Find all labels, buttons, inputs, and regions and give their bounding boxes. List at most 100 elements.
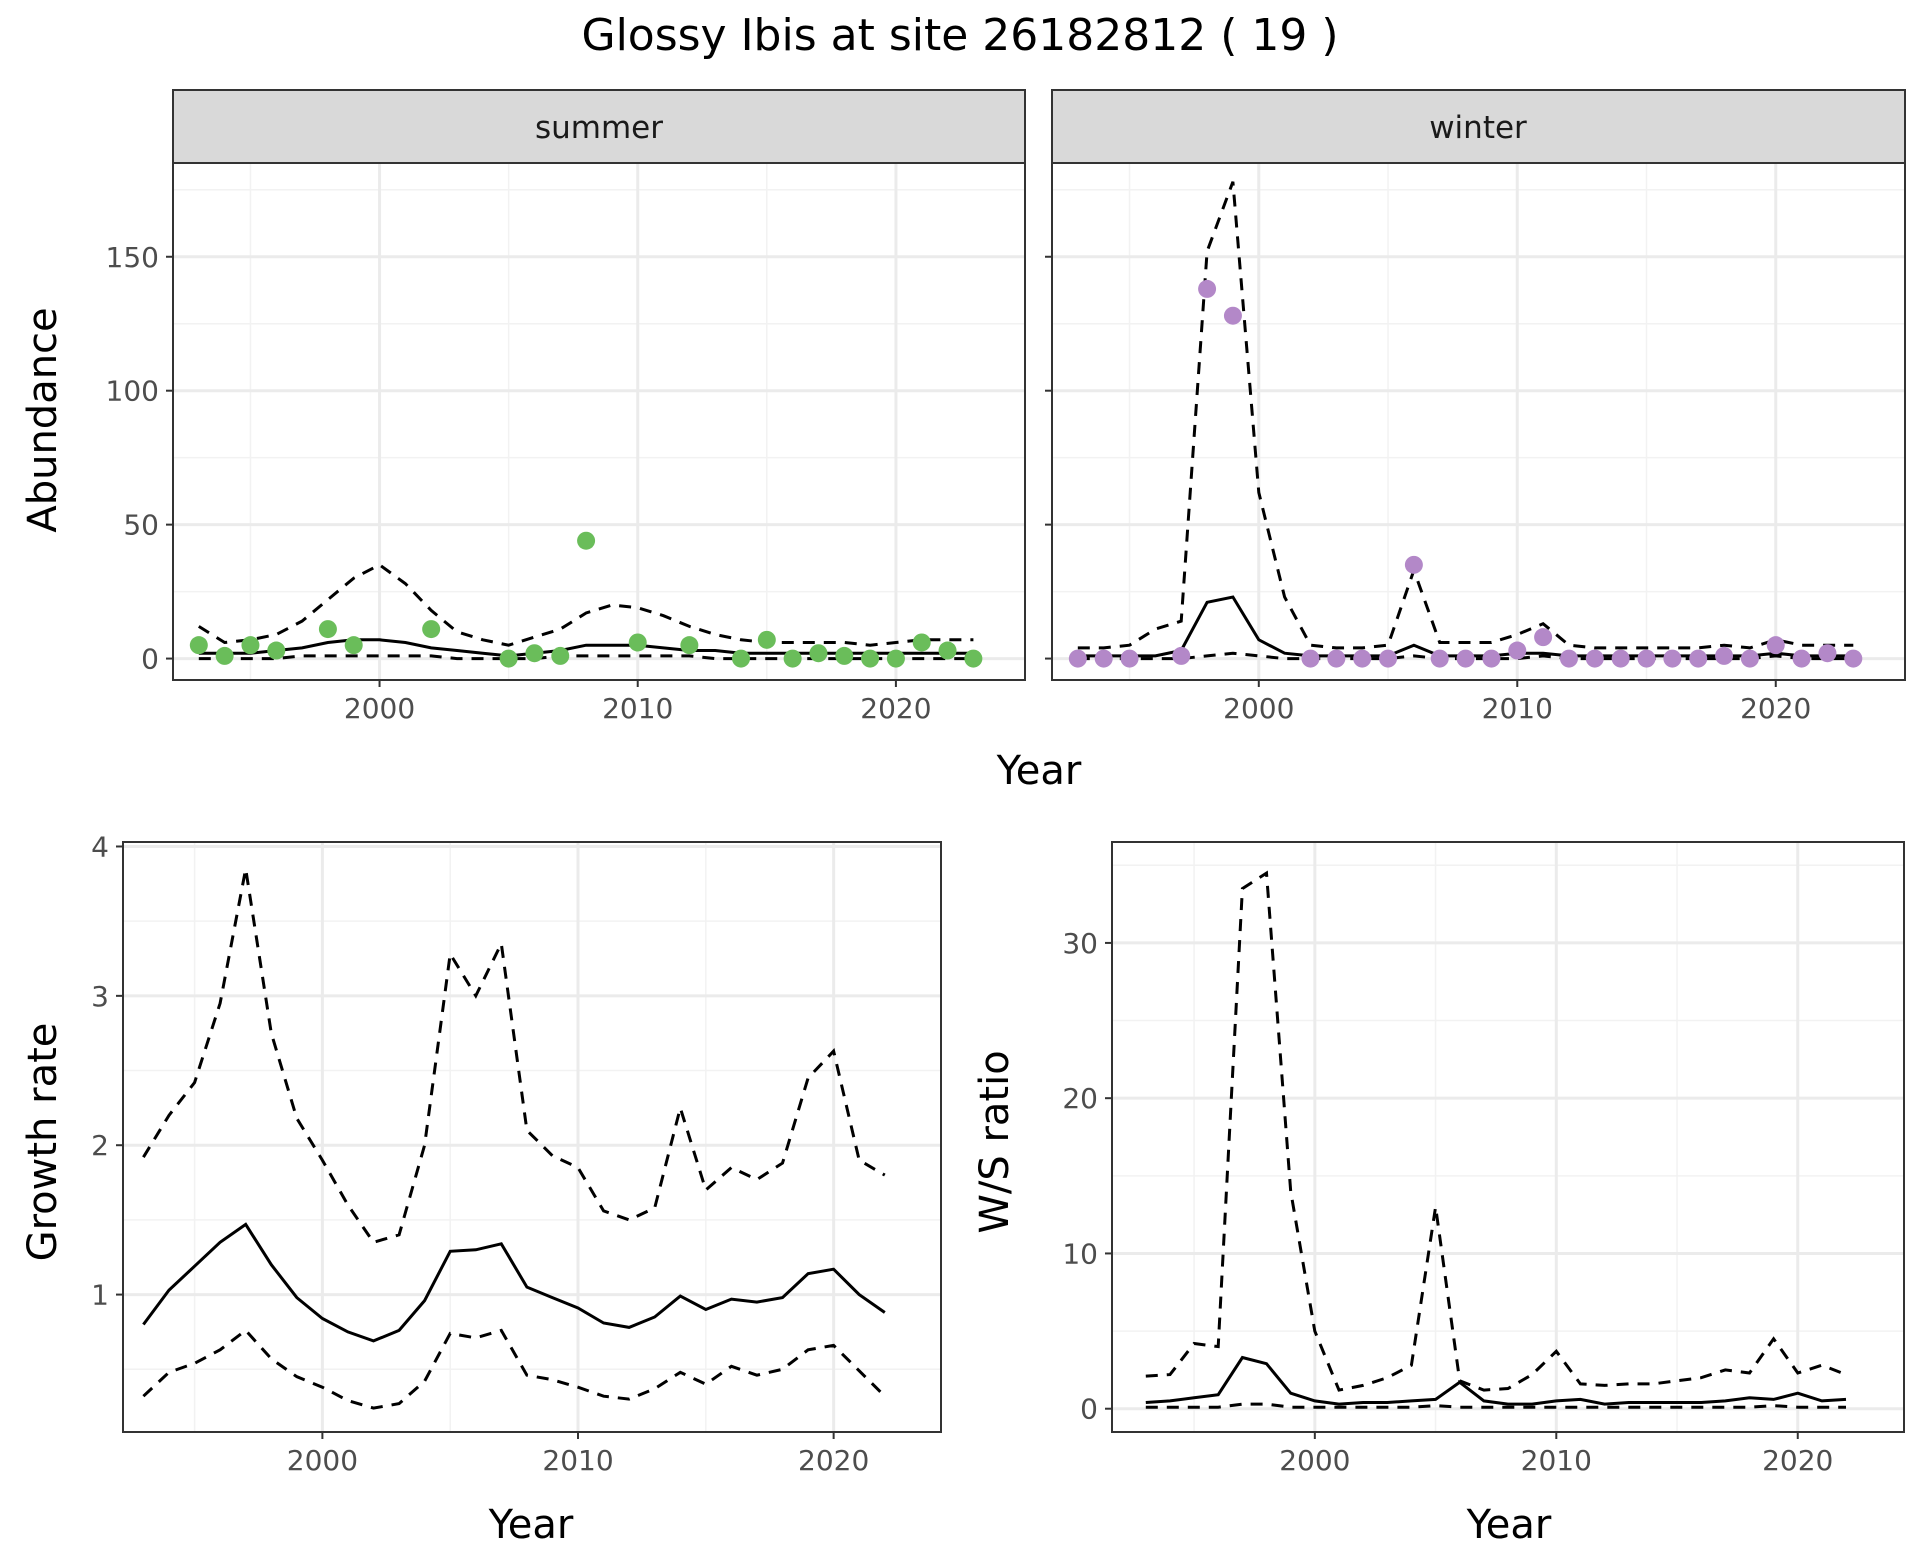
winter-x-tick-label: 2020 — [1740, 692, 1811, 725]
winter-data-point — [1637, 649, 1656, 668]
chart-title: Glossy Ibis at site 26182812 ( 19 ) — [581, 10, 1338, 61]
ratio-lower-line — [1145, 1402, 1846, 1409]
summer-y-tick-label: 100 — [106, 375, 159, 408]
winter-data-point — [1559, 649, 1578, 668]
summer-data-point — [628, 633, 647, 652]
summer-data-point — [732, 649, 750, 668]
winter-x-tick-label: 2010 — [1482, 692, 1553, 725]
summer-plot-area — [173, 163, 1025, 680]
growth-y-tick-label: 4 — [91, 830, 109, 863]
summer-data-point — [912, 633, 931, 652]
winter-data-point — [1715, 646, 1734, 665]
winter-panel-border — [1051, 162, 1906, 681]
winter-data-point — [1844, 649, 1863, 668]
growth-y-axis-title: Growth rate — [20, 1023, 66, 1262]
summer-data-point — [215, 646, 234, 665]
summer-data-point — [499, 649, 518, 668]
summer-strip — [172, 89, 1026, 164]
growth-panel-border — [122, 841, 942, 1433]
summer-strip-label: summer — [535, 110, 663, 146]
winter-data-point — [1379, 649, 1398, 668]
winter-data-point — [1353, 649, 1372, 668]
summer-data-point — [267, 641, 286, 660]
summer-upper-bound-line — [198, 563, 974, 647]
ratio-x-tick-label: 2000 — [1279, 1444, 1350, 1477]
summer-panel: summer 2000 2010 2020 0 50 100 150 — [106, 89, 1026, 725]
summer-y-tick-label: 50 — [123, 509, 159, 542]
growth-x-tick-label: 2020 — [798, 1444, 869, 1477]
ws-ratio-panel: 2000 2010 2020 0 10 20 30 — [1062, 841, 1905, 1477]
summer-data-point — [809, 644, 828, 663]
summer-data-point — [189, 636, 208, 655]
winter-panel: winter 2000 2010 2020 — [1045, 89, 1906, 725]
winter-data-point — [1172, 646, 1191, 665]
ratio-x-tick-label: 2010 — [1521, 1444, 1592, 1477]
summer-data-point — [680, 636, 699, 655]
winter-data-point — [1456, 649, 1475, 668]
winter-data-point — [1585, 649, 1604, 668]
ratio-plot-area — [1112, 842, 1904, 1432]
summer-data-point — [861, 649, 880, 668]
growth-x-axis-title: Year — [488, 1502, 574, 1548]
summer-data-point — [525, 644, 544, 663]
winter-data-point — [1327, 649, 1346, 668]
winter-data-point — [1611, 649, 1630, 668]
winter-data-point — [1120, 649, 1139, 668]
winter-data-point — [1689, 649, 1708, 668]
growth-lower-line — [142, 1328, 886, 1410]
summer-data-point — [835, 646, 854, 665]
growth-y-tick-label: 3 — [91, 980, 109, 1013]
growth-x-tick-label: 2000 — [287, 1444, 358, 1477]
winter-data-point — [1430, 649, 1449, 668]
ratio-y-tick-label: 30 — [1062, 927, 1098, 960]
ratio-y-tick-label: 20 — [1062, 1082, 1098, 1115]
winter-data-point — [1482, 649, 1501, 668]
winter-data-point — [1792, 649, 1811, 668]
summer-x-tick-label: 2020 — [860, 692, 931, 725]
growth-marks — [142, 868, 886, 1410]
winter-data-point — [1508, 641, 1527, 660]
summer-data-point — [757, 630, 776, 649]
top-y-axis-title: Abundance — [20, 307, 66, 532]
growth-y-tick-label: 2 — [91, 1129, 109, 1162]
growth-estimate-line — [142, 1222, 886, 1343]
summer-data-point — [241, 636, 260, 655]
growth-rate-panel: 2000 2010 2020 1 2 3 4 — [91, 830, 942, 1477]
ratio-estimate-line — [1145, 1355, 1847, 1406]
winter-data-point — [1094, 649, 1113, 668]
summer-y-tick-label: 150 — [106, 241, 159, 274]
summer-data-point — [964, 649, 983, 668]
growth-y-tick-label: 1 — [91, 1279, 109, 1312]
winter-x-tick-label: 2000 — [1223, 692, 1294, 725]
growth-x-tick-label: 2010 — [542, 1444, 613, 1477]
winter-data-point — [1818, 644, 1837, 663]
ratio-x-tick-label: 2020 — [1762, 1444, 1833, 1477]
summer-x-tick-label: 2000 — [344, 692, 415, 725]
ratio-panel-border — [1111, 841, 1905, 1433]
winter-data-point — [1198, 279, 1217, 298]
winter-data-point — [1301, 649, 1320, 668]
winter-plot-area — [1052, 163, 1905, 680]
growth-upper-line — [142, 868, 886, 1245]
summer-x-tick-label: 2010 — [602, 692, 673, 725]
summer-lower-bound-line — [198, 654, 974, 661]
summer-data-point — [318, 620, 337, 639]
winter-data-point — [1068, 649, 1087, 668]
top-x-axis-title: Year — [996, 748, 1082, 794]
ratio-y-tick-label: 0 — [1080, 1393, 1098, 1426]
summer-data-point — [422, 620, 441, 639]
summer-data-point — [551, 646, 570, 665]
winter-strip — [1051, 89, 1906, 164]
ratio-x-axis-title: Year — [1466, 1502, 1552, 1548]
ratio-y-axis-title: W/S ratio — [972, 1050, 1018, 1233]
summer-data-point — [577, 531, 596, 550]
winter-data-point — [1663, 649, 1682, 668]
ratio-upper-line — [1145, 870, 1847, 1392]
winter-data-point — [1766, 636, 1785, 655]
winter-data-point — [1740, 649, 1759, 668]
summer-panel-border — [172, 162, 1026, 681]
summer-y-tick-label: 0 — [141, 643, 159, 676]
winter-data-point — [1223, 306, 1242, 325]
summer-data-point — [783, 649, 802, 668]
